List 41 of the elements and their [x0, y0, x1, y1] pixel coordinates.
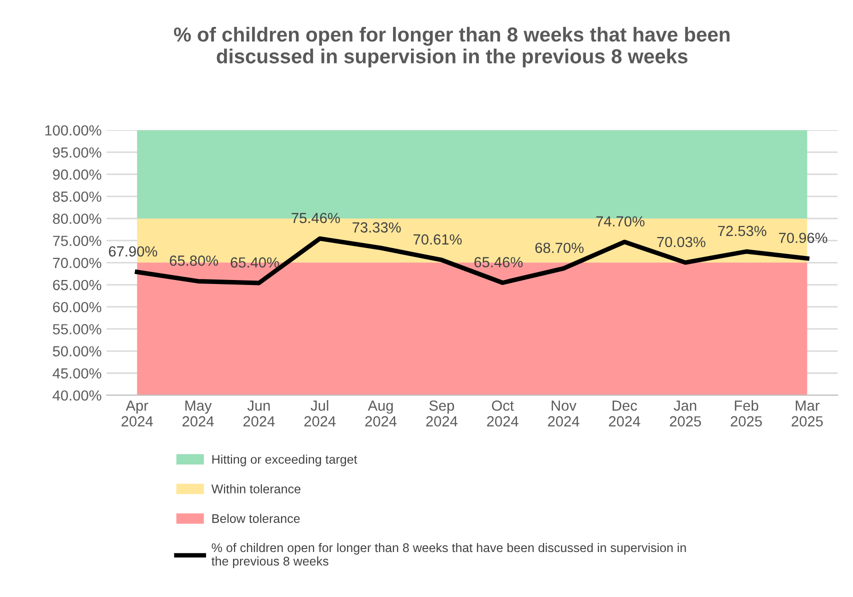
- x-tick-label: Dec 2024: [608, 400, 640, 426]
- data-label: 70.03%: [657, 236, 706, 248]
- data-label: 68.70%: [535, 242, 584, 254]
- x-tick-label: Feb 2025: [730, 400, 762, 426]
- y-tick-label: 80.00%: [52, 214, 102, 224]
- y-tick-label: 75.00%: [53, 236, 102, 246]
- data-label: 70.96%: [779, 232, 828, 244]
- y-tick-label: 90.00%: [52, 169, 102, 180]
- x-tick-label: Jun 2024: [243, 400, 275, 426]
- y-tick-label: 60.00%: [53, 302, 102, 312]
- legend-label: % of children open for longer than 8 weeks that have been discussed in supervision in the previous 8 weeks: [212, 542, 686, 568]
- x-tick-label: Jul 2024: [304, 400, 336, 426]
- legend-label: Hitting or exceeding target: [212, 454, 358, 466]
- chart-title: % of children open for longer than 8 weeks that have been discussed in supervision in the previous 8 weeks: [174, 26, 730, 68]
- data-label: 65.80%: [170, 256, 218, 266]
- x-tick-label: Apr 2024: [122, 400, 153, 426]
- legend-label: Below tolerance: [212, 514, 300, 523]
- x-tick-label: Aug 2024: [365, 400, 397, 426]
- data-label: 74.70%: [596, 216, 644, 227]
- data-label: 67.90%: [108, 246, 158, 257]
- y-tick-label: 50.00%: [52, 346, 102, 356]
- x-tick-label: May 2024: [182, 400, 214, 426]
- y-tick-label: 55.00%: [52, 324, 102, 334]
- legend-label: Within tolerance: [211, 484, 300, 494]
- x-tick-label: Nov 2024: [548, 400, 580, 426]
- x-tick-label: Jan 2025: [670, 400, 701, 426]
- y-tick-label: 70.00%: [53, 258, 102, 268]
- data-label: 73.33%: [352, 222, 401, 233]
- x-tick-label: Oct 2024: [487, 400, 518, 426]
- data-label: 70.61%: [414, 234, 462, 245]
- x-tick-label: Sep 2024: [426, 400, 458, 426]
- data-label: 65.40%: [230, 257, 279, 268]
- y-tick-label: 65.00%: [53, 280, 102, 290]
- y-tick-label: 40.00%: [52, 390, 102, 401]
- y-tick-label: 95.00%: [52, 147, 102, 158]
- y-tick-label: 85.00%: [52, 192, 102, 202]
- data-label: 72.53%: [718, 226, 766, 236]
- x-tick-label: Mar 2025: [792, 400, 823, 426]
- y-tick-label: 45.00%: [52, 368, 102, 379]
- data-label: 65.46%: [474, 257, 523, 268]
- y-tick-label: 100.00%: [45, 125, 102, 136]
